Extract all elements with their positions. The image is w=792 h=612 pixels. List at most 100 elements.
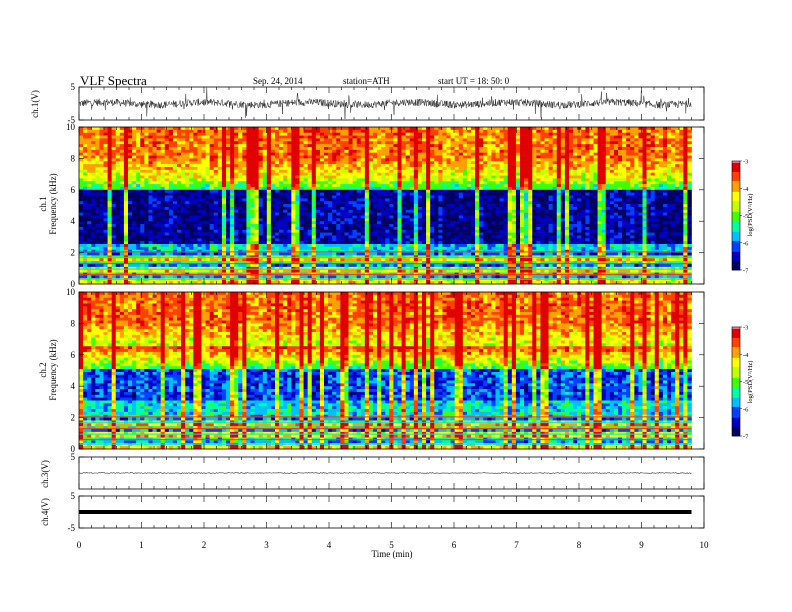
spectrogram-cell [422, 164, 427, 168]
spectrogram-cell [569, 164, 574, 168]
spectrogram-cell [185, 155, 190, 159]
spectrogram-cell [597, 189, 602, 193]
spectrogram-cell [601, 132, 607, 136]
spectrogram-cell [471, 169, 476, 173]
spectrogram-cell [393, 132, 398, 136]
spectrogram-cell [324, 201, 329, 205]
spectrogram-cell [152, 144, 157, 148]
spectrogram-cell [658, 198, 664, 202]
spectrogram-cell [140, 198, 145, 202]
spectrogram-cell [152, 184, 157, 188]
spectrogram-cell [377, 186, 382, 191]
spectrogram-cell [577, 212, 582, 216]
spectrogram-cell [360, 186, 366, 191]
spectrogram-cell [511, 138, 517, 142]
spectrogram-cell [119, 129, 125, 133]
spectrogram-cell [115, 209, 121, 213]
spectrogram-cell [79, 189, 84, 193]
spectrogram-cell [605, 158, 611, 162]
spectrogram-cell [515, 192, 521, 196]
spectrogram-cell [454, 166, 460, 171]
spectrogram-cell [524, 184, 529, 188]
spectrogram-cell [577, 149, 582, 153]
spectrogram-cell [107, 135, 112, 139]
spectrogram-cell [495, 175, 500, 179]
spectrogram-cell [136, 178, 141, 182]
spectrogram-cell [548, 141, 553, 145]
spectrogram-cell [397, 178, 402, 182]
spectrogram-cell [434, 158, 439, 162]
spectrogram-cell [177, 184, 182, 188]
spectrogram-cell [634, 141, 639, 145]
spectrogram-cell [426, 181, 431, 185]
spectrogram-cell [491, 192, 496, 196]
spectrogram-cell [328, 164, 333, 168]
spectrogram-cell [115, 158, 121, 162]
spectrogram-cell [230, 138, 235, 142]
spectrogram-cell [393, 206, 398, 211]
spectrogram-cell [201, 181, 206, 185]
spectrogram-cell [540, 152, 545, 156]
spectrogram-cell [532, 195, 537, 199]
spectrogram-cell [332, 166, 337, 171]
spectrogram-cell [119, 209, 125, 213]
spectrogram-cell [385, 166, 390, 171]
spectrogram-cell [556, 127, 562, 131]
spectrogram-cell [205, 158, 210, 162]
spectrogram-cell [238, 127, 243, 131]
spectrogram-cell [507, 195, 513, 199]
spectrogram-cell [569, 149, 574, 153]
spectrogram-cell [507, 158, 513, 162]
spectrogram-cell [556, 129, 562, 133]
spectrogram-cell [348, 169, 353, 173]
spectrogram-cell [364, 195, 370, 199]
spectrogram-cell [209, 189, 215, 193]
spectrogram-cell [385, 186, 390, 191]
spectrogram-cell [483, 127, 488, 131]
spectrogram-cell [499, 144, 504, 148]
spectrogram-cell [515, 201, 521, 205]
spectrogram-cell [667, 184, 672, 188]
spectrogram-cell [303, 166, 308, 171]
spectrogram-cell [405, 195, 411, 199]
spectrogram-cell [340, 166, 345, 171]
spectrogram-cell [156, 189, 161, 193]
spectrogram-cell [275, 166, 280, 171]
spectrogram-cell [128, 149, 133, 153]
spectrogram-cell [258, 215, 264, 219]
spectrogram-cell [213, 201, 219, 205]
spectrogram-cell [499, 155, 504, 159]
spectrogram-cell [238, 186, 243, 191]
spectrogram-cell [295, 212, 300, 216]
spectrogram-cell [99, 198, 104, 202]
spectrogram-cell [511, 181, 517, 185]
spectrogram-cell [115, 181, 121, 185]
spectrogram-cell [311, 198, 317, 202]
spectrogram-cell [103, 212, 108, 216]
spectrogram-cell [319, 186, 325, 191]
spectrogram-cell [405, 212, 411, 216]
spectrogram-cell [344, 138, 349, 142]
spectrogram-cell [658, 169, 664, 173]
spectrogram-cell [605, 215, 611, 219]
spectrogram-cell [552, 161, 558, 165]
spectrogram-cell [266, 218, 272, 222]
spectrogram-cell [434, 127, 439, 131]
spectrogram-cell [103, 215, 108, 219]
spectrogram-cell [377, 161, 382, 165]
spectrogram-cell [148, 206, 153, 211]
spectrogram-cell [328, 144, 333, 148]
spectrogram-cell [99, 215, 104, 219]
spectrogram-cell [148, 215, 153, 219]
spectrogram-cell [609, 178, 615, 182]
spectrogram-cell [181, 195, 186, 199]
spectrogram-cell [238, 155, 243, 159]
spectrogram-cell [221, 175, 227, 179]
spectrogram-cell [564, 212, 570, 216]
spectrogram-cell [422, 144, 427, 148]
spectrogram-cell [205, 184, 210, 188]
spectrogram-cell [638, 127, 643, 131]
spectrogram-cell [328, 132, 333, 136]
spectrogram-cell [548, 146, 553, 151]
spectrogram-cell [123, 155, 129, 159]
